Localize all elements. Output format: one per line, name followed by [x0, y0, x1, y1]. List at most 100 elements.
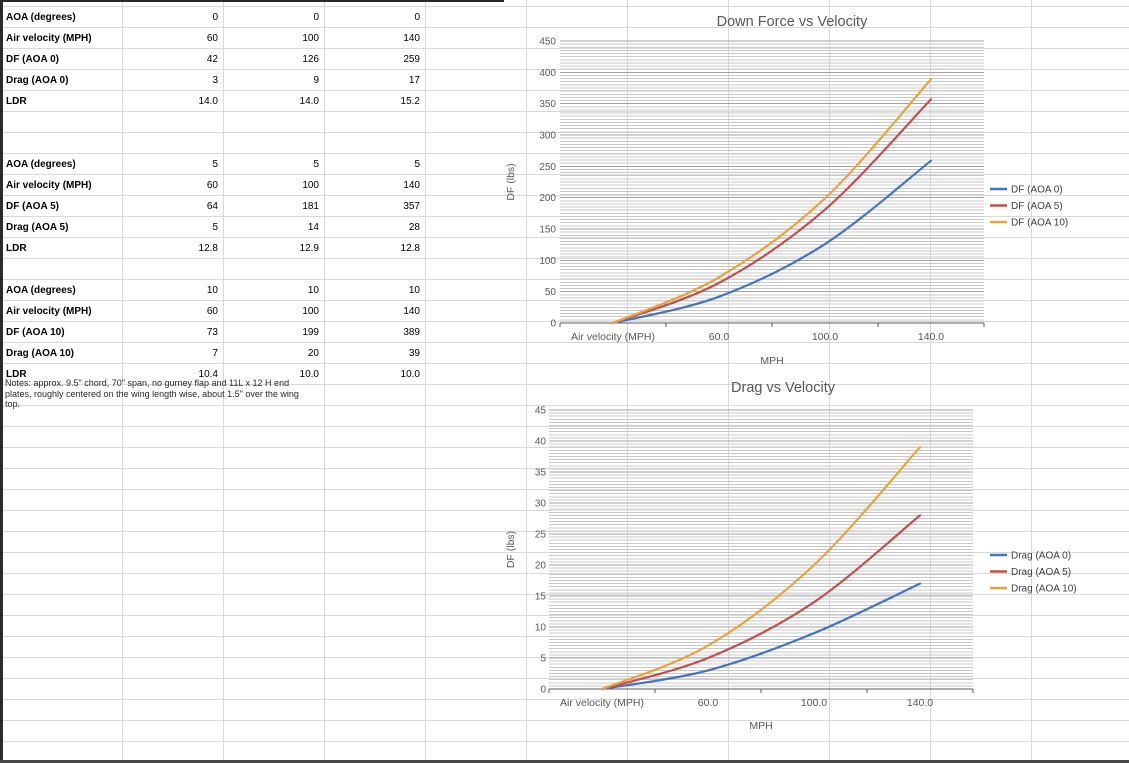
table-cell[interactable]: 60 — [206, 180, 218, 191]
table-cell[interactable]: 181 — [302, 201, 319, 212]
y-tick-label: 40 — [535, 437, 547, 448]
table-cell[interactable]: 10.0 — [400, 369, 420, 380]
series-line[interactable] — [600, 514, 922, 691]
legend-label: DF (AOA 5) — [1011, 201, 1063, 212]
table-cell[interactable]: 140 — [403, 180, 420, 191]
table-cell[interactable]: 20 — [307, 348, 319, 359]
table-row-label[interactable]: Drag (AOA 5) — [6, 222, 69, 233]
table-cell[interactable]: 14.0 — [299, 96, 319, 107]
table-row-label[interactable]: Air velocity (MPH) — [6, 33, 92, 44]
chart-legend[interactable]: DF (AOA 0) DF (AOA 5) DF (AOA 10) — [990, 185, 1068, 229]
table-cell[interactable]: 100 — [302, 306, 319, 317]
table-cell[interactable]: 199 — [302, 327, 319, 338]
table-row-label[interactable]: AOA (degrees) — [6, 159, 76, 170]
table-cell[interactable]: 357 — [403, 201, 420, 212]
y-tick-label: 100 — [539, 256, 556, 267]
table-cell[interactable]: 14.0 — [198, 96, 218, 107]
table-cell[interactable]: 0 — [313, 12, 319, 23]
y-tick-label: 150 — [539, 225, 556, 236]
x-axis-title: MPH — [749, 720, 772, 732]
table-cell[interactable]: 39 — [408, 348, 420, 359]
legend-label: DF (AOA 0) — [1011, 185, 1063, 196]
series-line[interactable] — [600, 446, 922, 691]
table-cell[interactable]: 140 — [403, 306, 420, 317]
y-axis-title: DF (lbs) — [505, 163, 517, 200]
table-cell[interactable]: 15.2 — [400, 96, 420, 107]
x-tick-label: 100.0 — [801, 697, 827, 709]
table-row-label[interactable]: Air velocity (MPH) — [6, 306, 92, 317]
table-row-label[interactable]: AOA (degrees) — [6, 285, 76, 296]
table-cell[interactable]: 7 — [212, 348, 218, 359]
downforce-chart[interactable]: 0 50 100 150 200 250 300 350 400 450 Air velocity … — [505, 14, 1068, 367]
table-cell[interactable]: 5 — [212, 159, 218, 170]
y-tick-label: 30 — [535, 499, 547, 510]
table-cell[interactable]: 14 — [307, 222, 319, 233]
series-line[interactable] — [611, 159, 933, 325]
table-row-label[interactable]: Drag (AOA 0) — [6, 75, 69, 86]
x-axis — [559, 322, 985, 327]
y-tick-label: 0 — [540, 685, 546, 696]
table-row-label[interactable]: DF (AOA 0) — [6, 54, 59, 65]
table-cell[interactable]: 10 — [408, 285, 420, 296]
y-tick-label: 350 — [539, 99, 556, 110]
table-cell[interactable]: 42 — [206, 54, 218, 65]
table-cell[interactable]: 9 — [313, 75, 319, 86]
table-row-label[interactable]: LDR — [6, 96, 27, 107]
table-cell[interactable]: 12.8 — [400, 243, 420, 254]
y-tick-label: 0 — [550, 319, 556, 330]
y-tick-label: 10 — [535, 623, 547, 634]
chart-gridlines — [549, 409, 973, 687]
y-tick-label: 450 — [539, 37, 556, 48]
table-cell[interactable]: 100 — [302, 180, 319, 191]
drag-chart[interactable]: 0 5 10 15 20 25 30 35 40 45 Air velocity (MPH) 60.0… — [505, 380, 1077, 732]
table-cell[interactable]: 17 — [408, 75, 420, 86]
table-cell[interactable]: 389 — [403, 327, 420, 338]
legend-label: DF (AOA 10) — [1011, 218, 1068, 229]
y-tick-label: 25 — [535, 530, 547, 541]
table-row-label[interactable]: Drag (AOA 10) — [6, 348, 74, 359]
table-left-border — [0, 0, 3, 763]
sheet-bottom-edge — [0, 760, 1129, 763]
table-cell[interactable]: 5 — [212, 222, 218, 233]
chart-legend[interactable]: Drag (AOA 0) Drag (AOA 5) Drag (AOA 10) — [990, 551, 1077, 595]
table-row-label[interactable]: AOA (degrees) — [6, 12, 76, 23]
table-cell[interactable]: 259 — [403, 54, 420, 65]
x-tick-label: 60.0 — [698, 697, 719, 709]
notes-cell[interactable]: Notes: approx. 9.5" chord, 70" span, no … — [5, 378, 299, 409]
y-tick-label: 35 — [535, 468, 547, 479]
table-cell[interactable]: 10 — [307, 285, 319, 296]
table-cell[interactable]: 0 — [414, 12, 420, 23]
table-cell[interactable]: 126 — [302, 54, 319, 65]
table-cell[interactable]: 100 — [302, 33, 319, 44]
series-line[interactable] — [600, 582, 922, 691]
series-line[interactable] — [611, 78, 933, 325]
table-row-label[interactable]: LDR — [6, 369, 27, 380]
table-row-label[interactable]: LDR — [6, 243, 27, 254]
x-axis-title: MPH — [760, 355, 783, 367]
table-cell[interactable]: 60 — [206, 306, 218, 317]
table-cell[interactable]: 60 — [206, 33, 218, 44]
table-cell[interactable]: 12.8 — [198, 243, 218, 254]
chart-title: Down Force vs Velocity — [717, 14, 868, 30]
table-cell[interactable]: 3 — [212, 75, 218, 86]
x-axis — [548, 688, 974, 693]
table-cell[interactable]: 0 — [212, 12, 218, 23]
table-row-label[interactable]: DF (AOA 5) — [6, 201, 59, 212]
table-top-border — [0, 0, 504, 2]
series-line[interactable] — [611, 98, 933, 325]
table-cell[interactable]: 140 — [403, 33, 420, 44]
table-cell[interactable]: 73 — [206, 327, 218, 338]
table-cell[interactable]: 5 — [313, 159, 319, 170]
table-cell[interactable]: 10.4 — [198, 369, 218, 380]
table-cell[interactable]: 64 — [206, 201, 218, 212]
y-tick-label: 15 — [535, 592, 547, 603]
table-cell[interactable]: 10.0 — [299, 369, 319, 380]
table-row-label[interactable]: DF (AOA 10) — [6, 327, 65, 338]
table-cell[interactable]: 12.9 — [299, 243, 319, 254]
table-cell[interactable]: 10 — [206, 285, 218, 296]
table-cell[interactable]: 5 — [414, 159, 420, 170]
table-row-label[interactable]: Air velocity (MPH) — [6, 180, 92, 191]
table-cell[interactable]: 28 — [408, 222, 420, 233]
chart-gridlines — [560, 40, 984, 321]
